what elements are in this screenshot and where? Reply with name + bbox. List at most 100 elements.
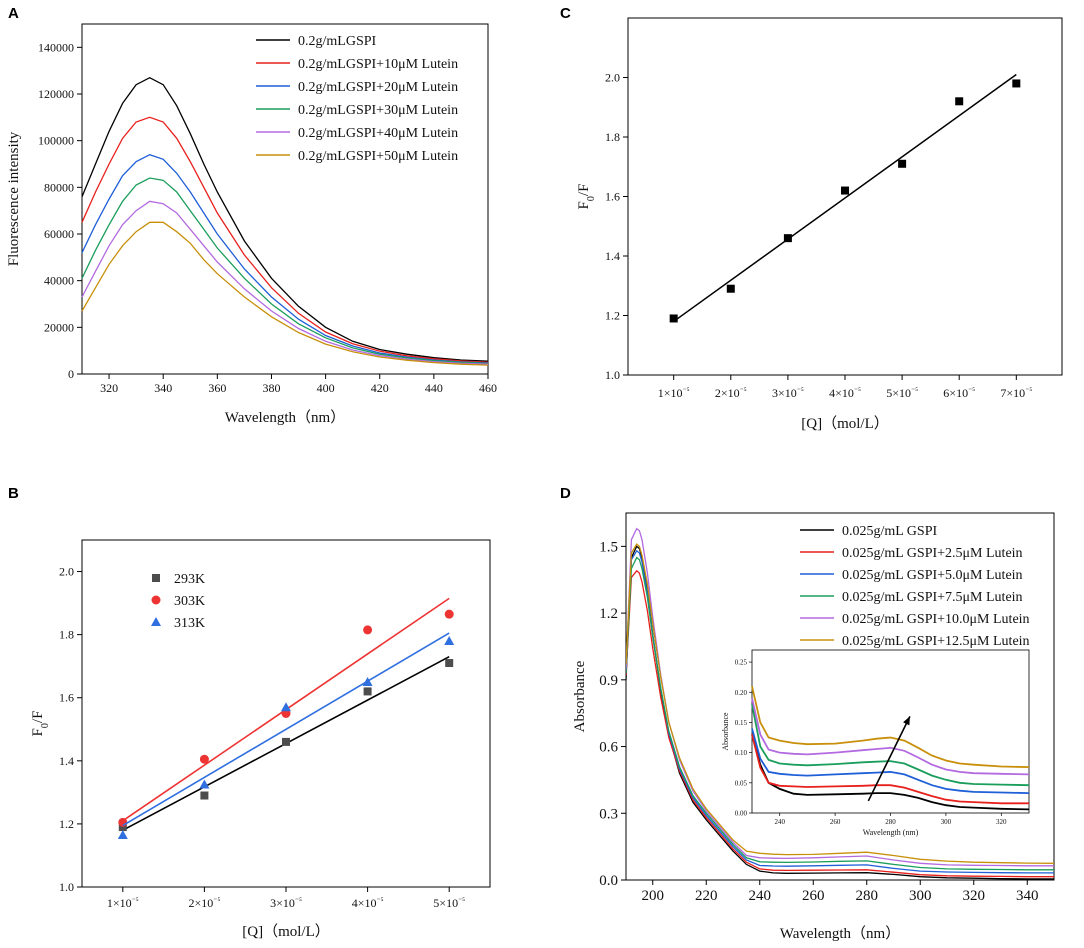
x-tick-label-a: 400 <box>317 381 335 395</box>
y-tick-label-c: 1.8 <box>605 130 620 144</box>
legend-label-d: 0.025g/mL GSPI+10.0μM Lutein <box>842 612 1030 627</box>
x-tick-label-a: 440 <box>425 381 443 395</box>
x-tick-label-d: 340 <box>1016 888 1039 904</box>
legend-label-b: 313K <box>174 616 205 631</box>
y-tick-label-a: 120000 <box>38 87 74 101</box>
inset-x-tick-label: 260 <box>830 818 841 826</box>
y-tick-label-c: 1.6 <box>605 190 620 204</box>
y-tick-label-a: 100000 <box>38 134 74 148</box>
x-tick-label-c: 7×10⁻⁵ <box>1000 386 1032 401</box>
y-tick-label-a: 140000 <box>38 40 74 54</box>
y-tick-label-a: 60000 <box>44 227 74 241</box>
legend-label-a: 0.2g/mLGSPI <box>298 34 377 49</box>
fit-line-b <box>122 632 450 827</box>
legend-label-d: 0.025g/mL GSPI+5.0μM Lutein <box>842 568 1023 583</box>
inset-series-line <box>751 685 1030 768</box>
series-line-a <box>81 200 489 365</box>
x-tick-label-b: 5×10⁻⁵ <box>433 896 465 911</box>
inset-x-tick-label: 240 <box>774 818 785 826</box>
x-tick-label-b: 1×10⁻⁵ <box>107 896 139 911</box>
inset-series-line <box>751 698 1030 776</box>
data-point-b <box>281 709 291 718</box>
x-tick-label-a: 420 <box>371 381 389 395</box>
x-tick-label-d: 300 <box>909 888 932 904</box>
y-axis-label-c: F0/F <box>576 184 597 210</box>
inset-x-tick-label: 300 <box>941 818 952 826</box>
y-tick-label-b: 1.8 <box>59 628 74 642</box>
legend-label-d: 0.025g/mL GSPI+2.5μM Lutein <box>842 546 1023 561</box>
y-tick-label-d: 1.2 <box>599 606 618 622</box>
legend-label-a: 0.2g/mLGSPI+40μM Lutein <box>298 126 458 141</box>
legend-label-d: 0.025g/mL GSPI+7.5μM Lutein <box>842 590 1023 605</box>
inset-x-axis-label: Wavelength (nm) <box>863 828 919 837</box>
panel-c-frame <box>627 17 1063 376</box>
data-point-c <box>1012 79 1021 88</box>
x-tick-label-b: 3×10⁻⁵ <box>270 896 302 911</box>
y-axis-label-d: Absorbance <box>572 660 588 732</box>
fit-line-c <box>673 73 1017 323</box>
y-tick-label-d: 1.5 <box>599 539 618 555</box>
inset-series-line <box>751 728 1030 794</box>
x-tick-label-d: 280 <box>856 888 879 904</box>
x-axis-label-c: [Q]（mol/L） <box>801 415 889 432</box>
y-tick-label-a: 0 <box>68 367 74 381</box>
data-point-b <box>199 754 209 764</box>
panel-d-frame <box>625 512 1055 881</box>
data-point-b <box>362 676 373 686</box>
data-point-b <box>200 791 209 800</box>
x-tick-label-a: 320 <box>100 381 118 395</box>
x-axis-label-a: Wavelength（nm） <box>225 409 345 426</box>
inset-series-line <box>751 734 1030 811</box>
x-tick-label-c: 2×10⁻⁵ <box>715 386 747 401</box>
inset-y-tick-label: 0.05 <box>735 779 748 787</box>
inset-y-tick-label: 0.10 <box>735 749 748 757</box>
data-point-c <box>841 186 849 195</box>
data-point-b <box>118 823 127 832</box>
data-point-b <box>363 625 373 635</box>
series-line-a <box>81 221 489 366</box>
legend-label-a: 0.2g/mLGSPI+30μM Lutein <box>298 103 458 118</box>
data-point-c <box>898 159 907 168</box>
y-tick-label-b: 1.0 <box>59 880 74 894</box>
data-point-b <box>444 635 455 645</box>
legend-label-a: 0.2g/mLGSPI+10μM Lutein <box>298 57 458 72</box>
x-tick-label-c: 4×10⁻⁵ <box>829 386 861 401</box>
x-tick-label-c: 3×10⁻⁵ <box>772 386 804 401</box>
x-tick-label-c: 1×10⁻⁵ <box>658 386 690 401</box>
legend-label-b: 303K <box>174 594 205 609</box>
series-line-d <box>626 556 1054 871</box>
x-tick-label-a: 360 <box>208 381 226 395</box>
data-point-b <box>199 779 210 789</box>
x-tick-label-a: 460 <box>479 381 497 395</box>
legend-marker-b <box>151 595 161 605</box>
panel-label-a: A <box>8 5 19 22</box>
x-axis-label-d: Wavelength（nm） <box>780 925 900 942</box>
y-axis-label-b: F0/F <box>30 711 51 737</box>
inset-y-tick-label: 0.15 <box>735 719 748 727</box>
inset-series-line <box>751 734 1029 805</box>
y-tick-label-b: 1.2 <box>59 817 74 831</box>
y-tick-label-a: 40000 <box>44 274 74 288</box>
legend-label-a: 0.2g/mLGSPI+20μM Lutein <box>298 80 458 95</box>
data-point-b <box>444 609 454 619</box>
x-tick-label-b: 2×10⁻⁵ <box>189 896 221 911</box>
x-tick-label-d: 320 <box>963 888 986 904</box>
panel-label-d: D <box>560 485 571 502</box>
y-tick-label-a: 20000 <box>44 320 74 334</box>
inset-x-tick-label: 280 <box>885 818 896 826</box>
panel-label-b: B <box>8 485 19 502</box>
x-tick-label-c: 6×10⁻⁵ <box>943 386 975 401</box>
data-point-b <box>281 702 291 712</box>
inset-arrow-head <box>903 716 910 726</box>
x-tick-label-b: 4×10⁻⁵ <box>352 896 384 911</box>
series-line-a <box>81 153 489 364</box>
series-line-d <box>626 549 1054 874</box>
inset-x-tick-label: 320 <box>996 818 1007 826</box>
x-tick-label-d: 220 <box>695 888 718 904</box>
y-tick-label-c: 1.0 <box>605 368 620 382</box>
data-point-b <box>445 659 454 668</box>
x-tick-label-d: 240 <box>749 888 772 904</box>
x-tick-label-d: 260 <box>802 888 825 904</box>
x-tick-label-a: 380 <box>262 381 280 395</box>
inset-y-tick-label: 0.25 <box>735 659 748 667</box>
